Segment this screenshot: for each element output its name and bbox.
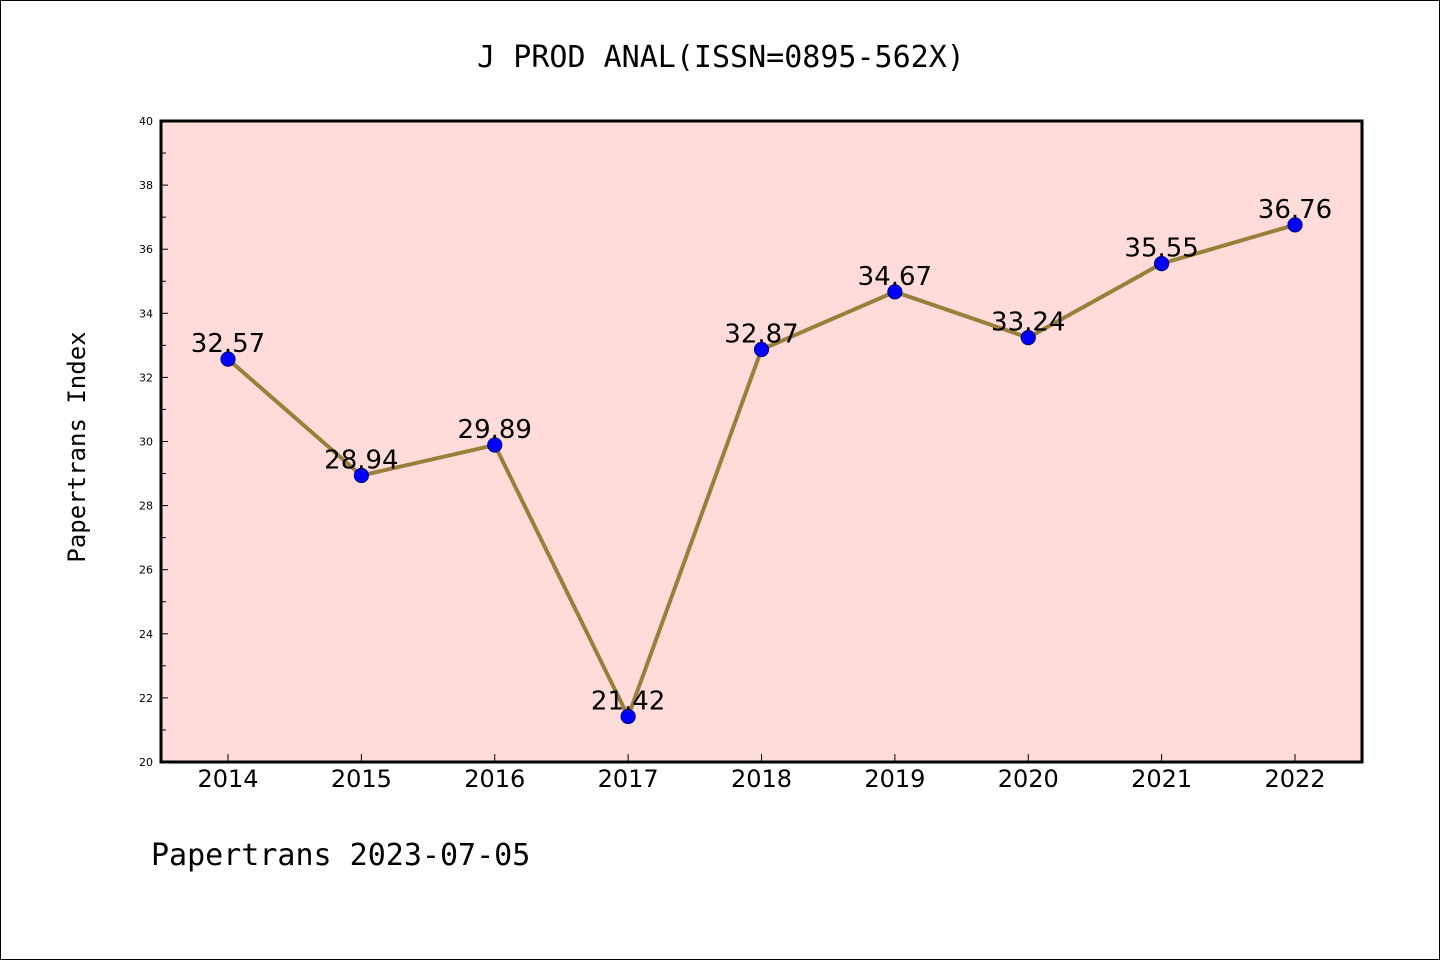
data-label: 28.94 — [324, 445, 398, 475]
data-point-marker — [887, 284, 903, 300]
x-tick-label: 2017 — [598, 765, 659, 793]
data-point-marker — [1287, 217, 1303, 233]
data-label: 29.89 — [458, 415, 532, 445]
x-tick-label: 2014 — [197, 765, 258, 793]
data-point-marker — [353, 467, 369, 484]
y-tick-label: 34 — [139, 307, 153, 320]
data-point-marker — [220, 351, 236, 367]
x-tick-label: 2019 — [864, 765, 925, 793]
x-tick-label: 2016 — [464, 765, 525, 793]
chart-title: J PROD ANAL(ISSN=0895-562X) — [477, 40, 965, 75]
data-point-marker — [753, 341, 770, 358]
plot-frame — [159, 119, 1364, 764]
x-tick-label: 2015 — [331, 765, 392, 793]
y-tick-label: 28 — [139, 500, 153, 513]
y-tick-label: 30 — [139, 436, 153, 449]
y-axis: 20 22 24 26 28 30 32 34 36 38 40 — [139, 115, 168, 769]
data-point-marker — [1154, 256, 1170, 272]
data-label: 36.76 — [1258, 195, 1332, 225]
x-tick-label: 2018 — [731, 765, 792, 793]
y-tick-label: 26 — [139, 564, 153, 577]
y-tick-label: 24 — [139, 628, 153, 641]
data-point-marker — [487, 437, 503, 453]
data-label: 34.67 — [858, 262, 932, 292]
x-tick-label: 2020 — [998, 765, 1059, 793]
y-tick-label: 32 — [139, 371, 153, 384]
data-markers — [220, 217, 1303, 725]
x-tick-label: 2022 — [1264, 765, 1325, 793]
data-label: 32.57 — [191, 329, 265, 359]
x-axis: 2014 2015 2016 2017 2018 2019 2020 2021 2022 — [197, 754, 1326, 793]
data-point-marker — [1020, 330, 1036, 346]
data-label: 35.55 — [1124, 234, 1198, 264]
y-tick-label: 38 — [139, 179, 153, 192]
y-axis-label: Papertrans Index — [63, 331, 91, 562]
y-tick-label: 36 — [139, 243, 153, 256]
data-label: 21.42 — [591, 686, 665, 716]
data-label: 33.24 — [991, 308, 1065, 338]
y-tick-label: 22 — [139, 692, 153, 705]
plot-area — [161, 121, 1362, 762]
data-label: 32.87 — [724, 320, 798, 350]
data-labels: 32.57 28.94 29.89 21.42 32.87 34.67 33.24 35.55… — [191, 195, 1332, 717]
footer-text: Papertrans 2023-07-05 — [151, 838, 530, 873]
data-point-marker — [620, 708, 636, 725]
y-tick-label: 40 — [139, 115, 153, 128]
x-tick-label: 2021 — [1131, 765, 1192, 793]
y-tick-label: 20 — [139, 756, 153, 769]
